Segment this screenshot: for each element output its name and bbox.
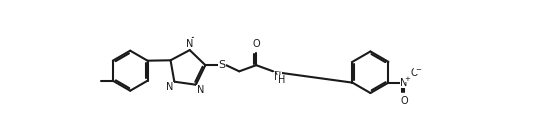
Text: N: N bbox=[400, 78, 408, 88]
Text: N: N bbox=[274, 72, 281, 82]
Text: O: O bbox=[410, 68, 417, 78]
Text: N: N bbox=[166, 82, 174, 92]
Text: O: O bbox=[252, 39, 260, 49]
Text: −: − bbox=[415, 67, 421, 73]
Text: H: H bbox=[278, 75, 285, 85]
Text: +: + bbox=[405, 76, 411, 82]
Text: O: O bbox=[400, 96, 408, 106]
Text: N: N bbox=[186, 38, 194, 49]
Text: S: S bbox=[219, 60, 226, 70]
Text: N: N bbox=[196, 86, 204, 95]
